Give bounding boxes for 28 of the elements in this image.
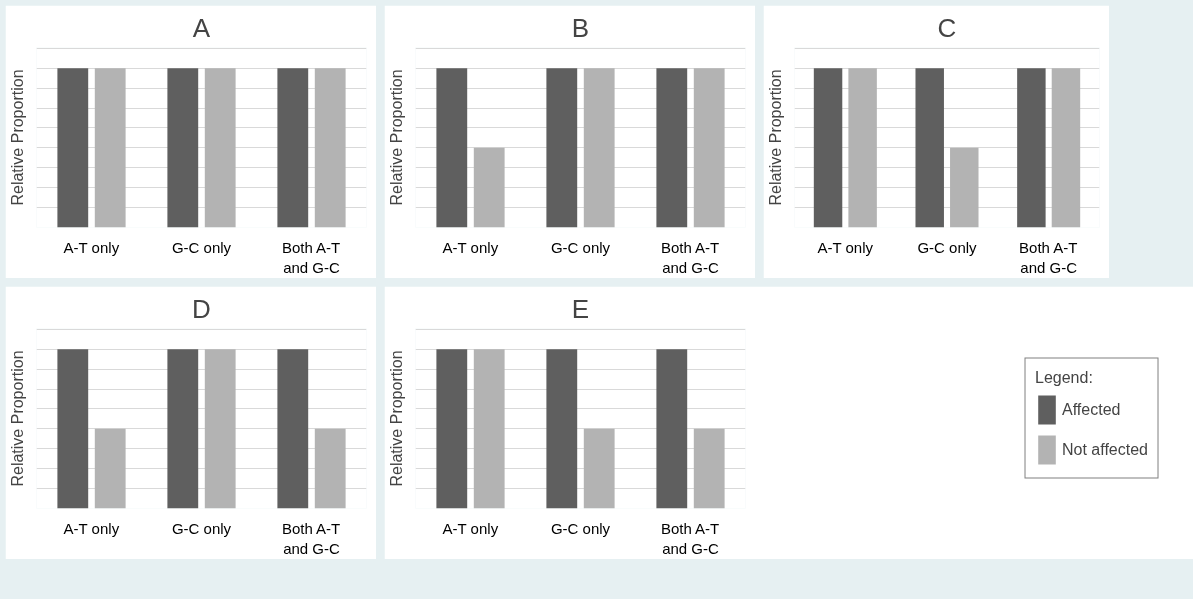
y-axis-title: Relative Proportion [387, 350, 405, 487]
legend-label: Affected [1062, 400, 1121, 419]
x-tick-label: A-T only [817, 238, 874, 256]
x-tick-label: Both A-T and G-C [1019, 238, 1078, 276]
y-axis-title: Relative Proportion [387, 69, 405, 206]
chart-title: D [192, 293, 211, 324]
x-tick-label: Both A-T and G-C [660, 519, 720, 557]
y-axis-title: Relative Proportion [766, 69, 784, 206]
x-tick-label: G-C only [171, 238, 232, 256]
x-tick-label: Both A-T and G-C [281, 519, 341, 557]
y-axis-title: Relative Proportion [8, 69, 26, 206]
x-tick-label: G-C only [171, 519, 232, 537]
x-tick-label: A-T only [63, 238, 120, 256]
chart-title: E [571, 293, 590, 324]
x-tick-label: G-C only [550, 519, 611, 537]
legend-label: Not affected [1062, 440, 1148, 459]
x-tick-label: A-T only [442, 238, 499, 256]
x-tick-label: Both A-T and G-C [281, 238, 341, 276]
chart-title: A [192, 12, 211, 43]
legend-title: Legend: [1035, 368, 1094, 387]
chart-title: B [571, 12, 590, 43]
x-tick-label: A-T only [63, 519, 120, 537]
y-axis-title: Relative Proportion [8, 350, 26, 487]
x-tick-label: Both A-T and G-C [660, 238, 720, 276]
x-tick-label: G-C only [917, 238, 978, 256]
x-tick-label: A-T only [442, 519, 499, 537]
x-tick-label: G-C only [550, 238, 611, 256]
chart-title: C [937, 12, 957, 43]
